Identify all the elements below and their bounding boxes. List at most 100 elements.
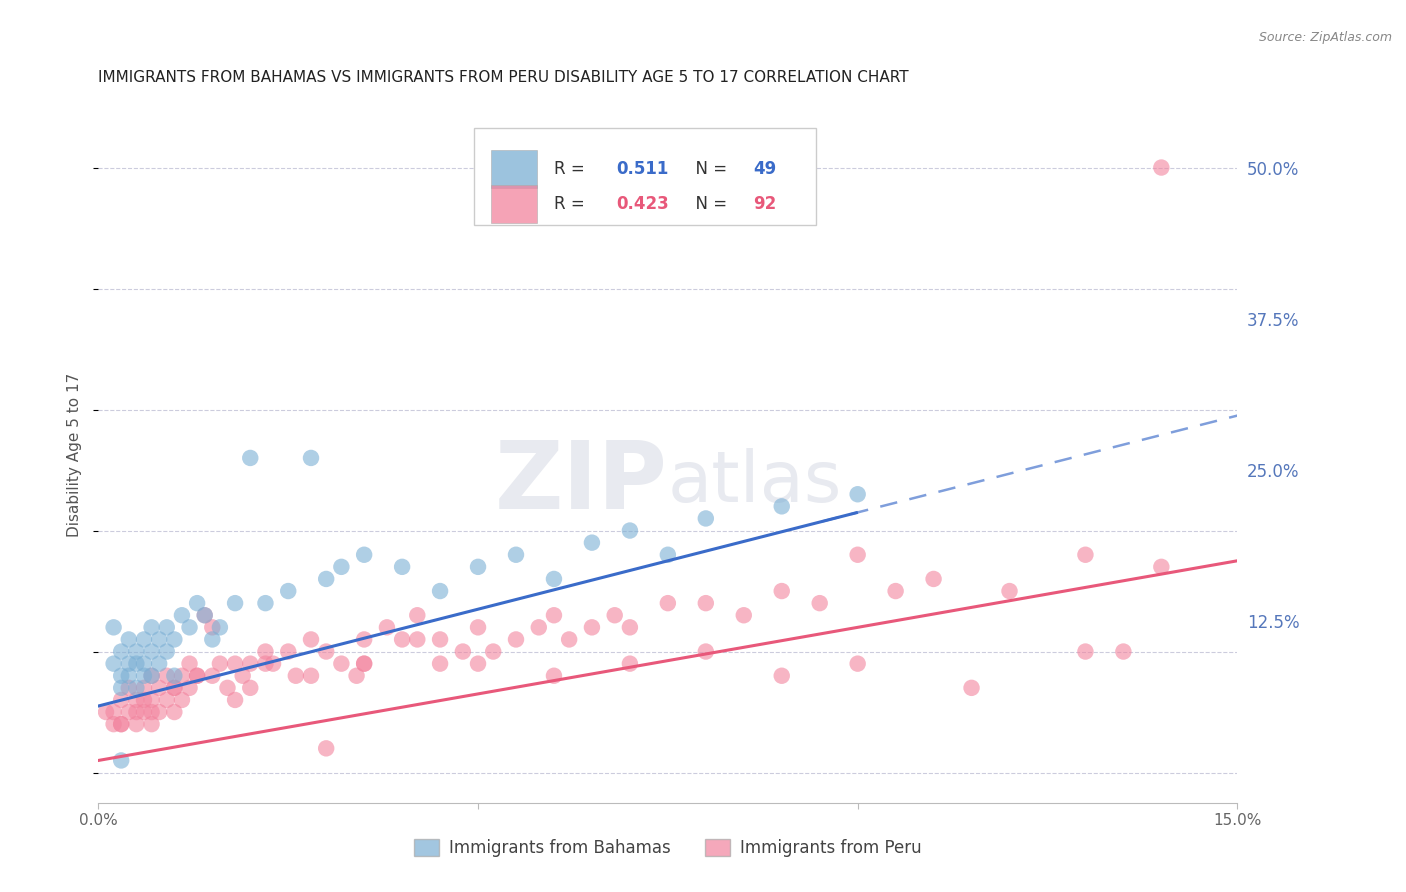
Point xyxy=(391,632,413,647)
Text: 92: 92 xyxy=(754,194,776,213)
Point xyxy=(1074,644,1097,658)
Point xyxy=(239,450,262,465)
Point xyxy=(208,657,231,671)
Point xyxy=(110,754,132,768)
Point xyxy=(619,524,641,538)
Point xyxy=(148,657,170,671)
Point xyxy=(224,596,246,610)
Point xyxy=(132,669,155,683)
Point xyxy=(163,705,186,719)
Point xyxy=(156,693,179,707)
Point xyxy=(770,500,793,514)
FancyBboxPatch shape xyxy=(491,150,537,188)
Point xyxy=(118,681,141,695)
Point xyxy=(695,511,717,525)
Point xyxy=(277,644,299,658)
Point xyxy=(467,559,489,574)
Point xyxy=(239,681,262,695)
Point xyxy=(163,681,186,695)
Point xyxy=(315,741,337,756)
Point xyxy=(201,669,224,683)
Text: IMMIGRANTS FROM BAHAMAS VS IMMIGRANTS FROM PERU DISABILITY AGE 5 TO 17 CORRELATI: IMMIGRANTS FROM BAHAMAS VS IMMIGRANTS FR… xyxy=(98,70,910,85)
Point xyxy=(808,596,831,610)
Point xyxy=(156,669,179,683)
Point xyxy=(406,632,429,647)
Point xyxy=(194,608,217,623)
Point xyxy=(239,657,262,671)
Point xyxy=(132,657,155,671)
Point xyxy=(482,644,505,658)
Point xyxy=(695,596,717,610)
Point xyxy=(163,632,186,647)
Text: N =: N = xyxy=(685,194,733,213)
Point xyxy=(846,657,869,671)
Point xyxy=(118,632,141,647)
Point xyxy=(118,657,141,671)
Point xyxy=(543,608,565,623)
Point xyxy=(262,657,284,671)
Point xyxy=(141,644,163,658)
Point xyxy=(125,717,148,731)
Point xyxy=(103,620,125,634)
Point xyxy=(156,620,179,634)
Point xyxy=(543,669,565,683)
Point xyxy=(299,632,322,647)
Point xyxy=(254,644,277,658)
Point xyxy=(103,717,125,731)
Point xyxy=(232,669,254,683)
Point xyxy=(846,548,869,562)
Point xyxy=(125,705,148,719)
Y-axis label: Disability Age 5 to 17: Disability Age 5 to 17 xyxy=(67,373,83,537)
Point xyxy=(179,657,201,671)
Point xyxy=(353,657,375,671)
Point xyxy=(170,669,193,683)
Point xyxy=(208,620,231,634)
Point xyxy=(695,644,717,658)
Point xyxy=(429,657,451,671)
Point xyxy=(125,657,148,671)
Point xyxy=(353,548,375,562)
Point xyxy=(103,705,125,719)
Point xyxy=(125,644,148,658)
Text: R =: R = xyxy=(554,160,591,178)
Text: 0.423: 0.423 xyxy=(617,194,669,213)
Point xyxy=(505,632,527,647)
Point xyxy=(330,657,353,671)
Text: 49: 49 xyxy=(754,160,776,178)
Point xyxy=(141,669,163,683)
Point xyxy=(330,559,353,574)
Point xyxy=(224,657,246,671)
Point xyxy=(103,657,125,671)
Point xyxy=(141,620,163,634)
Point xyxy=(299,669,322,683)
Point xyxy=(118,705,141,719)
Point xyxy=(1150,559,1173,574)
Point xyxy=(163,681,186,695)
Point xyxy=(277,584,299,599)
Point xyxy=(186,669,208,683)
Point xyxy=(581,620,603,634)
Point xyxy=(194,608,217,623)
Point xyxy=(284,669,307,683)
Point xyxy=(1112,644,1135,658)
Point xyxy=(733,608,755,623)
Point xyxy=(156,644,179,658)
Point xyxy=(132,632,155,647)
Point xyxy=(224,693,246,707)
Point xyxy=(603,608,626,623)
Point xyxy=(998,584,1021,599)
Point xyxy=(110,693,132,707)
Point xyxy=(163,669,186,683)
Point xyxy=(125,681,148,695)
Point xyxy=(201,620,224,634)
Point xyxy=(451,644,474,658)
Point xyxy=(543,572,565,586)
Text: ZIP: ZIP xyxy=(495,437,668,529)
Point xyxy=(299,450,322,465)
Point xyxy=(922,572,945,586)
Point xyxy=(132,693,155,707)
Point xyxy=(657,548,679,562)
Text: N =: N = xyxy=(685,160,733,178)
Point xyxy=(170,693,193,707)
Point xyxy=(217,681,239,695)
